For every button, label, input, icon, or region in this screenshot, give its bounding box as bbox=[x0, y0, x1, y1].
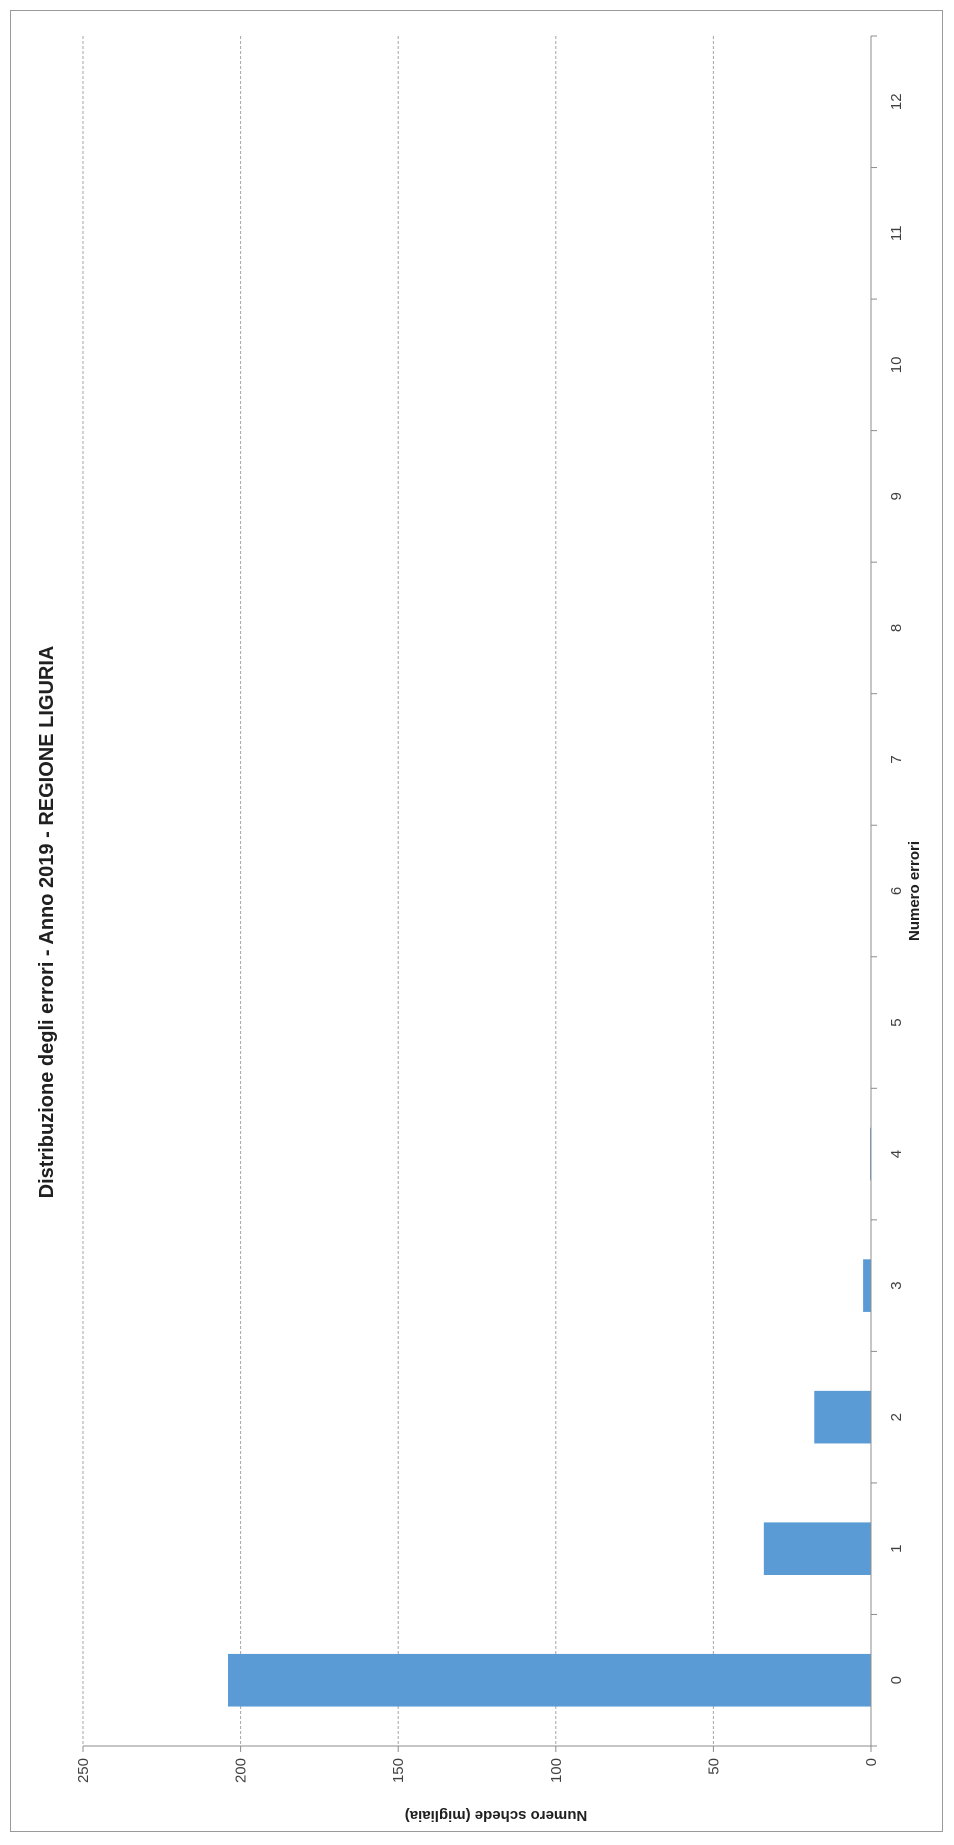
category-tick-label: 0 bbox=[888, 1676, 905, 1684]
category-tick-label: 4 bbox=[888, 1150, 905, 1158]
category-tick-label: 7 bbox=[888, 755, 905, 763]
category-tick-label: 10 bbox=[888, 357, 905, 374]
category-tick-label: 3 bbox=[888, 1281, 905, 1289]
category-tick-label: 6 bbox=[888, 887, 905, 895]
bar bbox=[814, 1390, 871, 1444]
category-tick-label: 5 bbox=[888, 1018, 905, 1026]
category-tick-label: 1 bbox=[888, 1545, 905, 1553]
value-tick-label: 150 bbox=[390, 1758, 407, 1783]
category-tick-label: 9 bbox=[888, 492, 905, 500]
bar bbox=[763, 1522, 871, 1575]
value-tick-label: 0 bbox=[863, 1758, 880, 1766]
value-tick-label: 100 bbox=[548, 1758, 565, 1783]
chart-title: Distribuzione degli errori - Anno 2019 -… bbox=[36, 646, 58, 1199]
value-tick-label: 50 bbox=[705, 1758, 722, 1775]
bars bbox=[227, 1127, 871, 1707]
y-axis-title: Numero schede (migliaia) bbox=[405, 1807, 588, 1824]
category-tick-label: 12 bbox=[888, 93, 905, 110]
x-axis-title: Numero errori bbox=[906, 841, 923, 941]
chart-frame: 0 50 100 150 200 250 0 1 2 3 4 5 6 7 8 9 10 11 12 Distribu… bbox=[10, 10, 943, 1832]
axes bbox=[82, 35, 877, 1752]
value-tick-label: 200 bbox=[233, 1758, 250, 1783]
gridlines bbox=[82, 36, 714, 1746]
bar bbox=[227, 1653, 871, 1707]
value-tick-label: 250 bbox=[75, 1758, 92, 1783]
category-tick-label: 8 bbox=[888, 624, 905, 632]
category-tick-label: 11 bbox=[888, 226, 905, 242]
bar bbox=[863, 1259, 871, 1312]
category-tick-label: 2 bbox=[888, 1413, 905, 1421]
